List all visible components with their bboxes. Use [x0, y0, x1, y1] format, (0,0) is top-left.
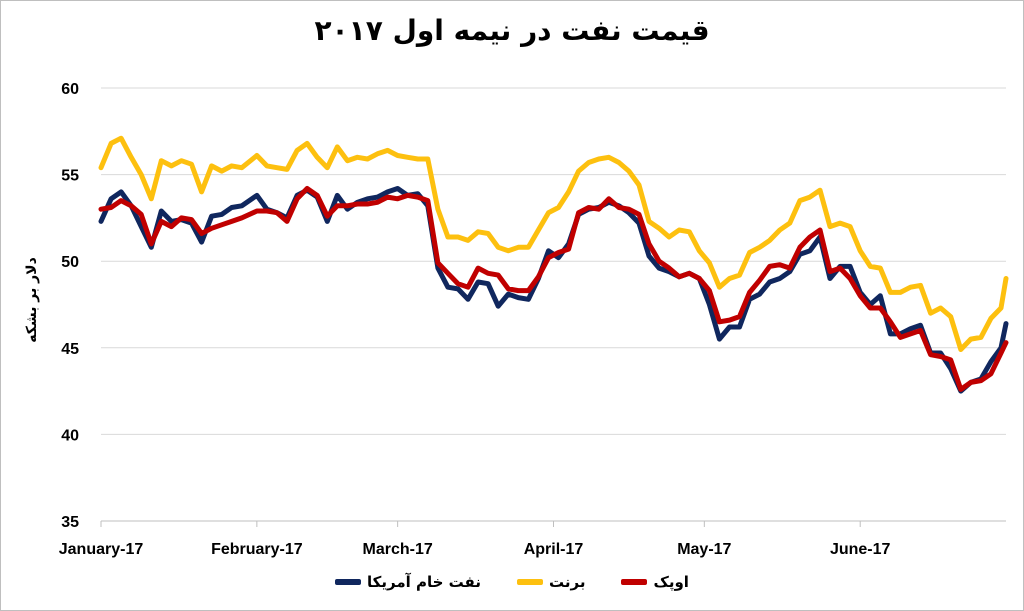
y-tick-label-40: 40 [61, 427, 79, 444]
x-tick-label-2: March-17 [363, 541, 433, 558]
legend: نفت خام آمریکا برنت اوپک [0, 573, 1024, 591]
x-tick-label-1: February-17 [211, 541, 303, 558]
series-line-2 [98, 186, 1009, 392]
legend-swatch-us-crude [335, 579, 362, 585]
legend-swatch-opec [621, 579, 648, 585]
y-tick-label-60: 60 [61, 81, 79, 98]
x-tick-label-4: May-17 [677, 541, 731, 558]
x-tick-label-5: June-17 [830, 541, 891, 558]
legend-label-us-crude: نفت خام آمریکا [367, 573, 481, 591]
legend-label-opec: اوپک [653, 573, 689, 591]
legend-swatch-brent [516, 579, 543, 585]
legend-item-brent: برنت [516, 573, 586, 591]
chart-title: قیمت نفت در نیمه اول ۲۰۱۷ [314, 14, 710, 47]
y-tick-label-45: 45 [61, 341, 79, 358]
legend-item-us-crude: نفت خام آمریکا [335, 573, 481, 591]
x-tick-label-0: January-17 [59, 541, 144, 558]
legend-label-brent: برنت [548, 573, 586, 591]
series-line-1 [98, 135, 1009, 352]
x-tick-label-3: April-17 [524, 541, 584, 558]
legend-item-opec: اوپک [621, 573, 689, 591]
y-tick-label-35: 35 [61, 514, 79, 531]
y-tick-label-50: 50 [61, 254, 79, 271]
y-tick-label-55: 55 [61, 168, 79, 185]
